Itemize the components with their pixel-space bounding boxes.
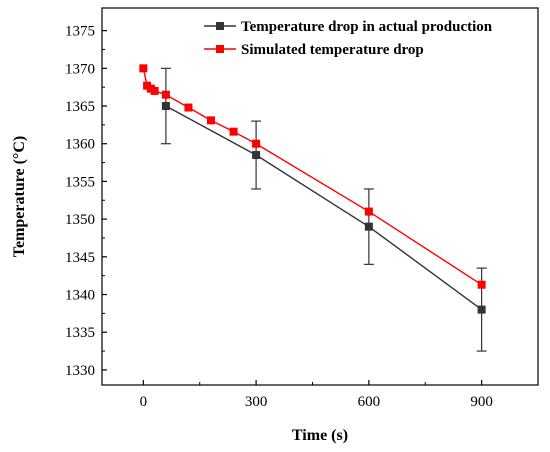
x-tick-label: 900	[470, 394, 493, 410]
data-point	[207, 116, 215, 125]
y-tick-label: 1340	[65, 288, 95, 304]
legend: Temperature drop in actual production Sim…	[204, 19, 493, 58]
data-point	[161, 90, 170, 99]
data-point	[252, 139, 261, 148]
data-point	[477, 305, 486, 314]
y-tick-label: 1355	[65, 174, 95, 190]
data-point	[150, 86, 159, 95]
series-1	[139, 64, 486, 289]
y-tick-label: 1370	[65, 61, 95, 77]
axes	[101, 7, 539, 386]
data-point	[477, 280, 486, 289]
series-0	[160, 67, 487, 352]
legend-label: Temperature drop in actual production	[241, 19, 493, 35]
x-tick-label: 0	[140, 394, 148, 410]
legend-label: Simulated temperature drop	[241, 42, 424, 58]
y-tick-label: 1375	[65, 24, 95, 40]
ticks: 0 300 600 900 1330 1335 1340 1345 1350 1355 1360 13…	[65, 24, 493, 410]
data-point	[364, 207, 373, 216]
data-point	[161, 102, 170, 111]
legend-marker	[216, 45, 224, 53]
y-axis-title: Temperature (°C)	[11, 136, 28, 257]
data-point	[184, 103, 193, 112]
series-layer	[139, 64, 487, 352]
x-tick-label: 600	[358, 394, 381, 410]
y-tick-label: 1360	[65, 137, 95, 153]
y-tick-label: 1335	[65, 325, 95, 341]
series-line	[142, 68, 483, 286]
data-point	[364, 222, 373, 231]
data-point	[139, 64, 148, 73]
legend-marker	[216, 22, 224, 30]
y-tick-label: 1345	[65, 250, 95, 266]
series-line	[165, 105, 483, 311]
plot-frame	[101, 7, 539, 386]
y-tick-label: 1330	[65, 363, 95, 379]
y-tick-label: 1350	[65, 212, 95, 228]
x-tick-label: 300	[245, 394, 268, 410]
y-tick-label: 1365	[65, 99, 95, 115]
data-point	[252, 151, 261, 160]
data-point	[229, 127, 238, 136]
x-axis-title: Time (s)	[292, 427, 348, 444]
